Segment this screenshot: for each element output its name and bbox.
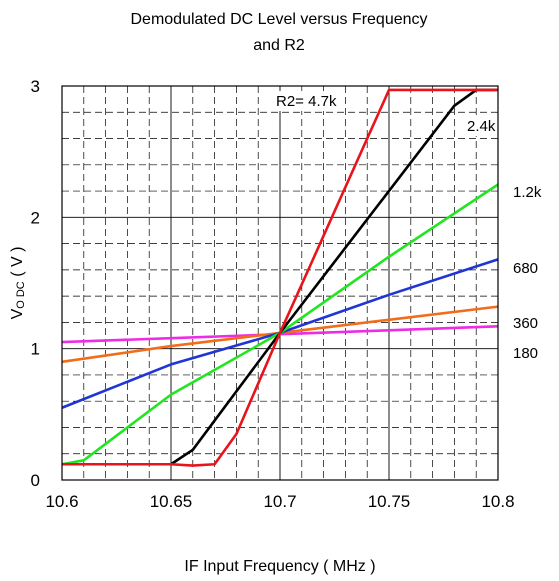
y-axis-label-main: V <box>9 308 26 319</box>
x-tick-label: 10.7 <box>263 492 296 511</box>
series-label: 2.4k <box>467 118 496 135</box>
series-label: 180 <box>513 345 538 362</box>
y-tick-label: 0 <box>31 471 40 490</box>
y-axis-label: VO DC ( V ) <box>9 247 27 320</box>
chart-title-line-2: and R2 <box>253 37 305 54</box>
series-label: 360 <box>513 315 538 332</box>
chart-title: Demodulated DC Level versus Frequency an… <box>130 11 427 54</box>
chart-title-line-1: Demodulated DC Level versus Frequency <box>130 11 427 28</box>
y-axis-label-rest: ( V ) <box>9 247 26 282</box>
y-axis-label-sub: O DC <box>15 281 27 309</box>
x-tick-label: 10.8 <box>481 492 514 511</box>
y-tick-label: 1 <box>31 340 40 359</box>
x-tick-label: 10.65 <box>150 492 193 511</box>
x-axis-label: IF Input Frequency ( MHz ) <box>184 558 375 575</box>
grid <box>62 86 498 480</box>
series-label: R2= 4.7k <box>276 93 337 110</box>
series-lines <box>61 88 499 467</box>
series-labels: R2= 4.7k 2.4k 1.2k 680 360 180 <box>273 91 542 362</box>
series-label: 1.2k <box>513 184 542 201</box>
axis-ticks: 10.6 10.65 10.7 10.75 10.8 0 1 2 3 <box>31 77 515 511</box>
y-tick-label: 2 <box>31 208 40 227</box>
series-line <box>62 88 498 467</box>
series-line <box>61 183 499 466</box>
y-tick-label: 3 <box>31 77 40 96</box>
x-tick-label: 10.75 <box>368 492 411 511</box>
plot-frame <box>61 85 499 481</box>
series-label-background <box>273 91 345 111</box>
x-tick-label: 10.6 <box>45 492 78 511</box>
series-label: 680 <box>513 260 538 277</box>
series-label-background <box>464 116 503 136</box>
